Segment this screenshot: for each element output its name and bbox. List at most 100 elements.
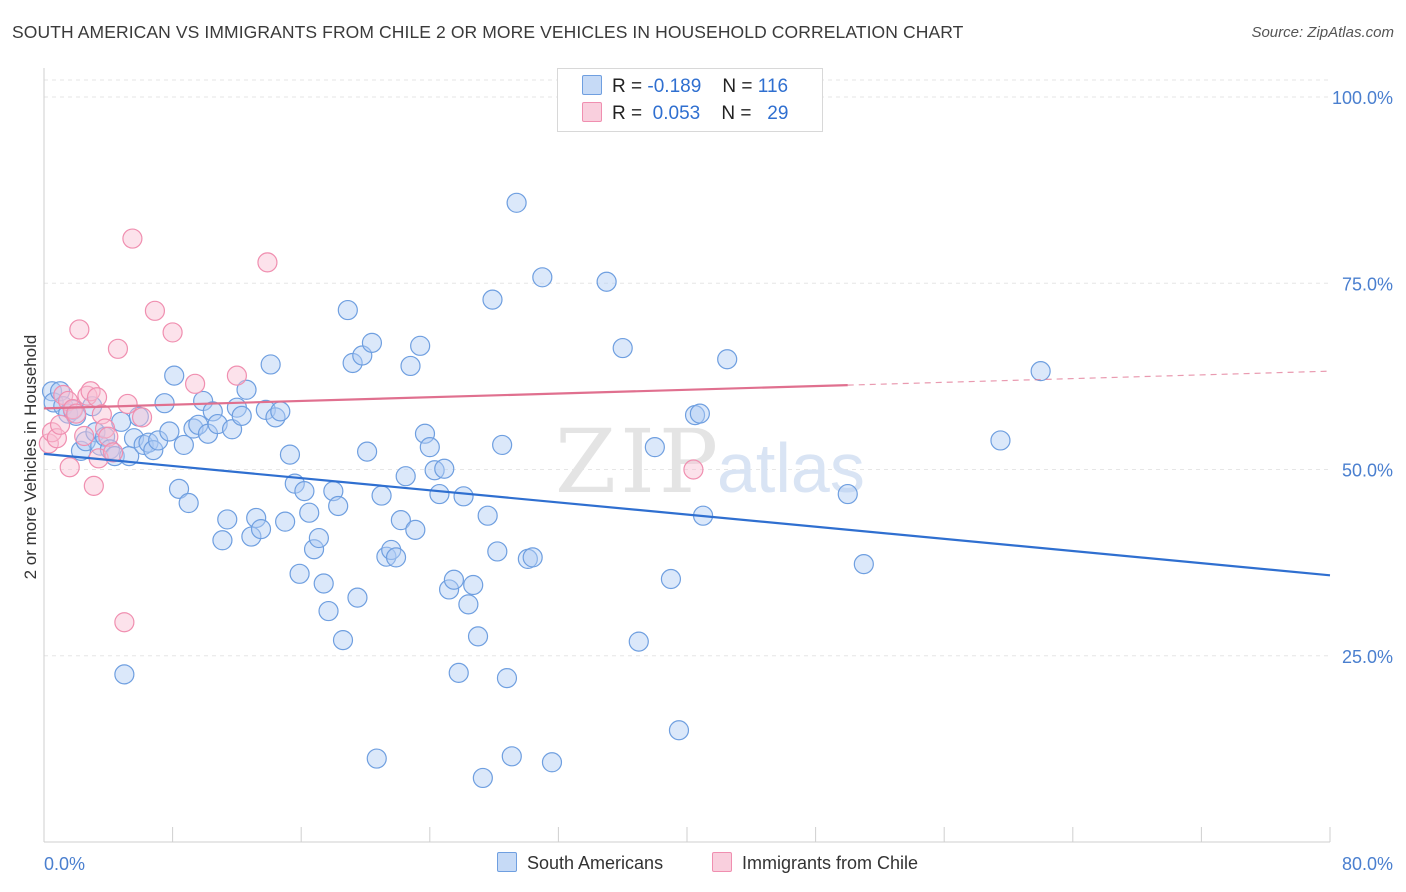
data-point [308, 527, 329, 549]
data-point [853, 554, 874, 575]
data-point [94, 418, 116, 439]
data-point [689, 403, 710, 424]
data-point [107, 338, 129, 359]
data-point [114, 612, 135, 633]
y-tick-label: 75.0% [1342, 274, 1393, 294]
trendline-dashed [847, 370, 1331, 386]
points [38, 192, 1051, 789]
data-point [683, 459, 704, 480]
x-tick-label-min: 0.0% [44, 854, 85, 874]
data-point [328, 495, 349, 517]
trendline-solid [43, 452, 1331, 577]
data-point [70, 440, 92, 461]
data-point [385, 547, 407, 568]
data-point [86, 387, 108, 408]
data-point [143, 440, 164, 461]
data-point [410, 335, 431, 356]
legend-label: Immigrants from Chile [742, 853, 919, 873]
data-point [289, 563, 310, 584]
data-point [366, 748, 387, 769]
bottom-legend-chile: Immigrants from Chile [712, 852, 918, 874]
data-point [66, 403, 87, 424]
data-point [472, 767, 493, 789]
data-point [395, 466, 416, 487]
data-point [1030, 361, 1051, 382]
data-point [453, 486, 474, 507]
data-point [458, 594, 479, 615]
legend-label: South Americans [527, 853, 664, 873]
legend-r-label: R = [612, 103, 643, 124]
data-point [496, 667, 518, 689]
data-point [69, 319, 90, 340]
data-point [236, 379, 257, 400]
data-point [46, 428, 67, 449]
data-point [532, 267, 553, 288]
data-point [837, 483, 858, 505]
data-point [250, 518, 272, 540]
data-point [202, 401, 223, 422]
data-point [467, 626, 489, 647]
legend-swatch-pink [582, 102, 602, 122]
legend-n-value: 29 [767, 103, 789, 124]
data-point [357, 441, 378, 462]
legend-r-value: 0.053 [652, 103, 701, 124]
data-point [405, 519, 426, 540]
legend-swatch-blue [497, 852, 517, 872]
data-point [717, 349, 738, 370]
chart-title: SOUTH AMERICAN VS IMMIGRANTS FROM CHILE … [12, 22, 964, 42]
data-point [303, 539, 325, 560]
data-point [212, 530, 233, 551]
data-point [98, 426, 119, 447]
series-south-americans [41, 192, 1051, 789]
data-point [400, 355, 421, 377]
y-tick-label: 25.0% [1342, 647, 1393, 667]
source-label: Source: ZipAtlas.com [1251, 24, 1394, 41]
correlation-legend: R = -0.189 N = 116 R = 0.053 N = 29 [557, 68, 823, 132]
data-point [522, 547, 543, 568]
data-point [154, 393, 175, 414]
data-point [231, 405, 252, 426]
data-point [448, 662, 469, 683]
data-point [501, 746, 522, 767]
data-point [668, 720, 690, 741]
data-point [122, 228, 143, 249]
data-point [492, 434, 513, 456]
data-point [178, 492, 199, 514]
data-point [487, 541, 508, 562]
y-tick-label: 50.0% [1342, 461, 1393, 481]
data-point [294, 481, 315, 502]
data-point [644, 437, 665, 458]
trendlines [43, 370, 1331, 577]
data-point [429, 483, 450, 505]
data-point [144, 300, 166, 321]
data-point [103, 442, 124, 463]
x-tick-labels: 0.0% 80.0% [44, 854, 1393, 874]
data-point [347, 587, 368, 608]
data-point [438, 579, 460, 600]
data-point [419, 437, 440, 458]
y-axis-label: 2 or more Vehicles in Household [21, 335, 40, 580]
data-point [482, 289, 503, 310]
data-point [49, 414, 71, 435]
data-point [313, 573, 334, 594]
legend-n-label: N = [722, 76, 753, 97]
data-point [59, 457, 80, 478]
data-point [477, 505, 498, 526]
data-point [332, 630, 354, 651]
legend-n-label: N = [721, 103, 752, 124]
data-point [628, 631, 649, 652]
data-point [217, 509, 238, 530]
data-point [74, 425, 95, 447]
data-point [162, 322, 183, 343]
data-point [257, 252, 278, 273]
data-point [612, 337, 633, 359]
data-point [414, 423, 436, 444]
watermark: ZIP atlas [555, 410, 865, 513]
data-point [990, 430, 1011, 451]
legend-row-chile: R = 0.053 N = 29 [582, 102, 788, 126]
data-point [83, 475, 104, 496]
data-point [506, 192, 527, 213]
data-point [270, 401, 291, 422]
axes [43, 68, 1331, 843]
